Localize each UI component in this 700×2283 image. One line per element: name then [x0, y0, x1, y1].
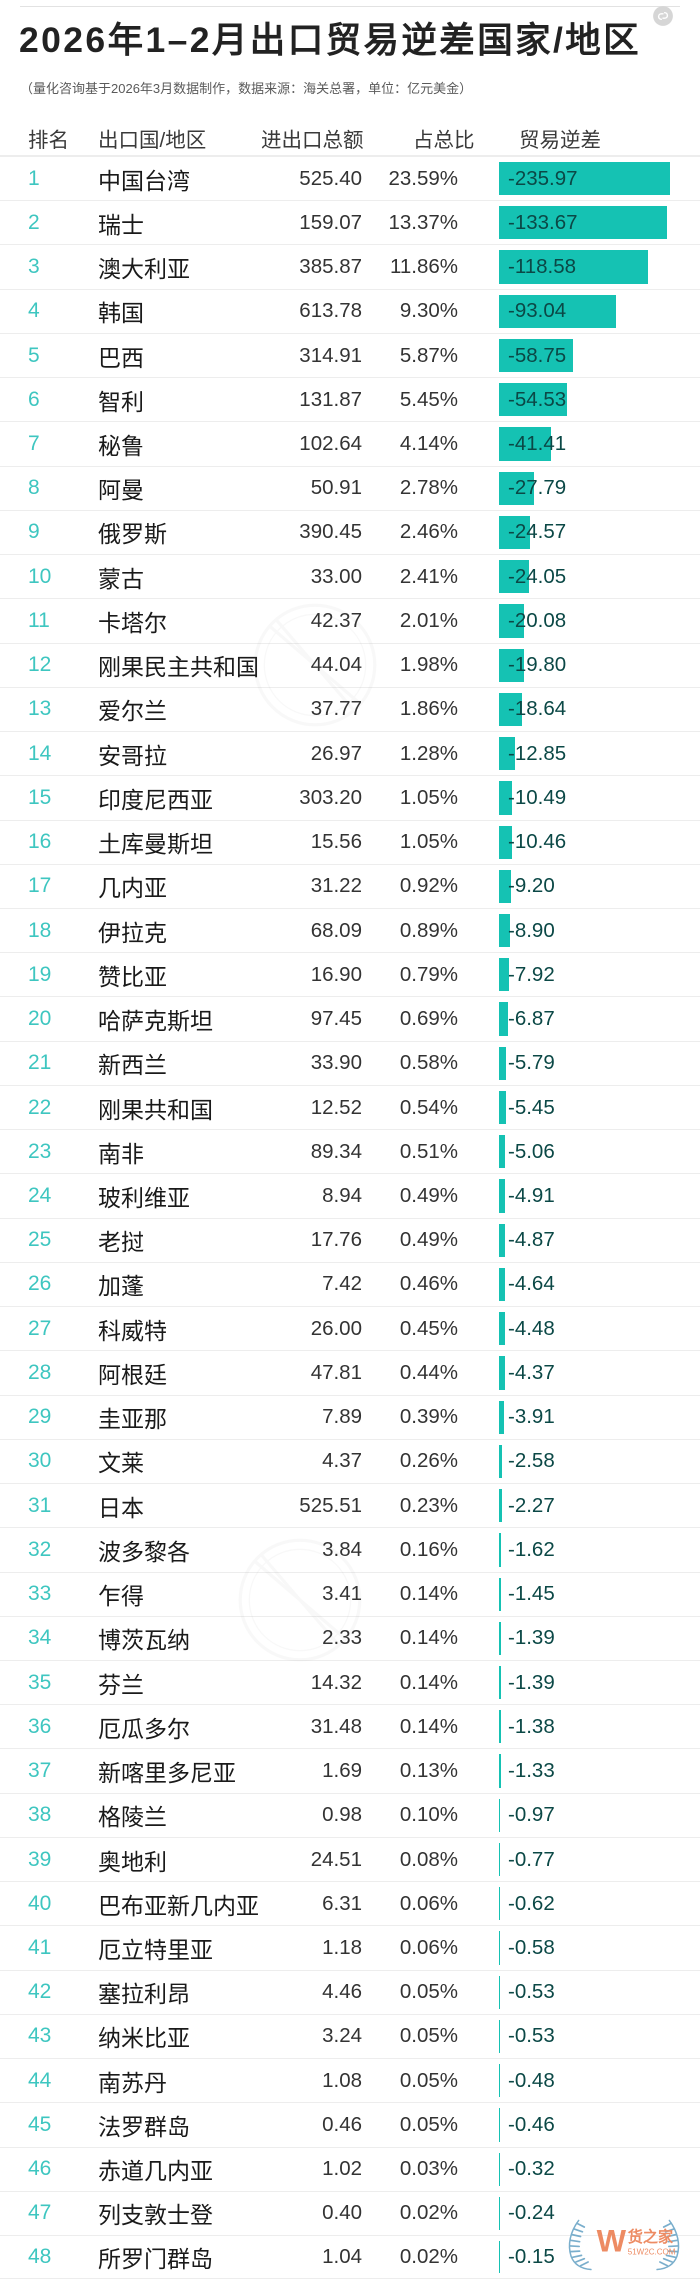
svg-text:W: W — [597, 2224, 627, 2259]
svg-text:51W2C.COM: 51W2C.COM — [628, 2247, 676, 2256]
svg-text:货之家: 货之家 — [628, 2228, 674, 2246]
